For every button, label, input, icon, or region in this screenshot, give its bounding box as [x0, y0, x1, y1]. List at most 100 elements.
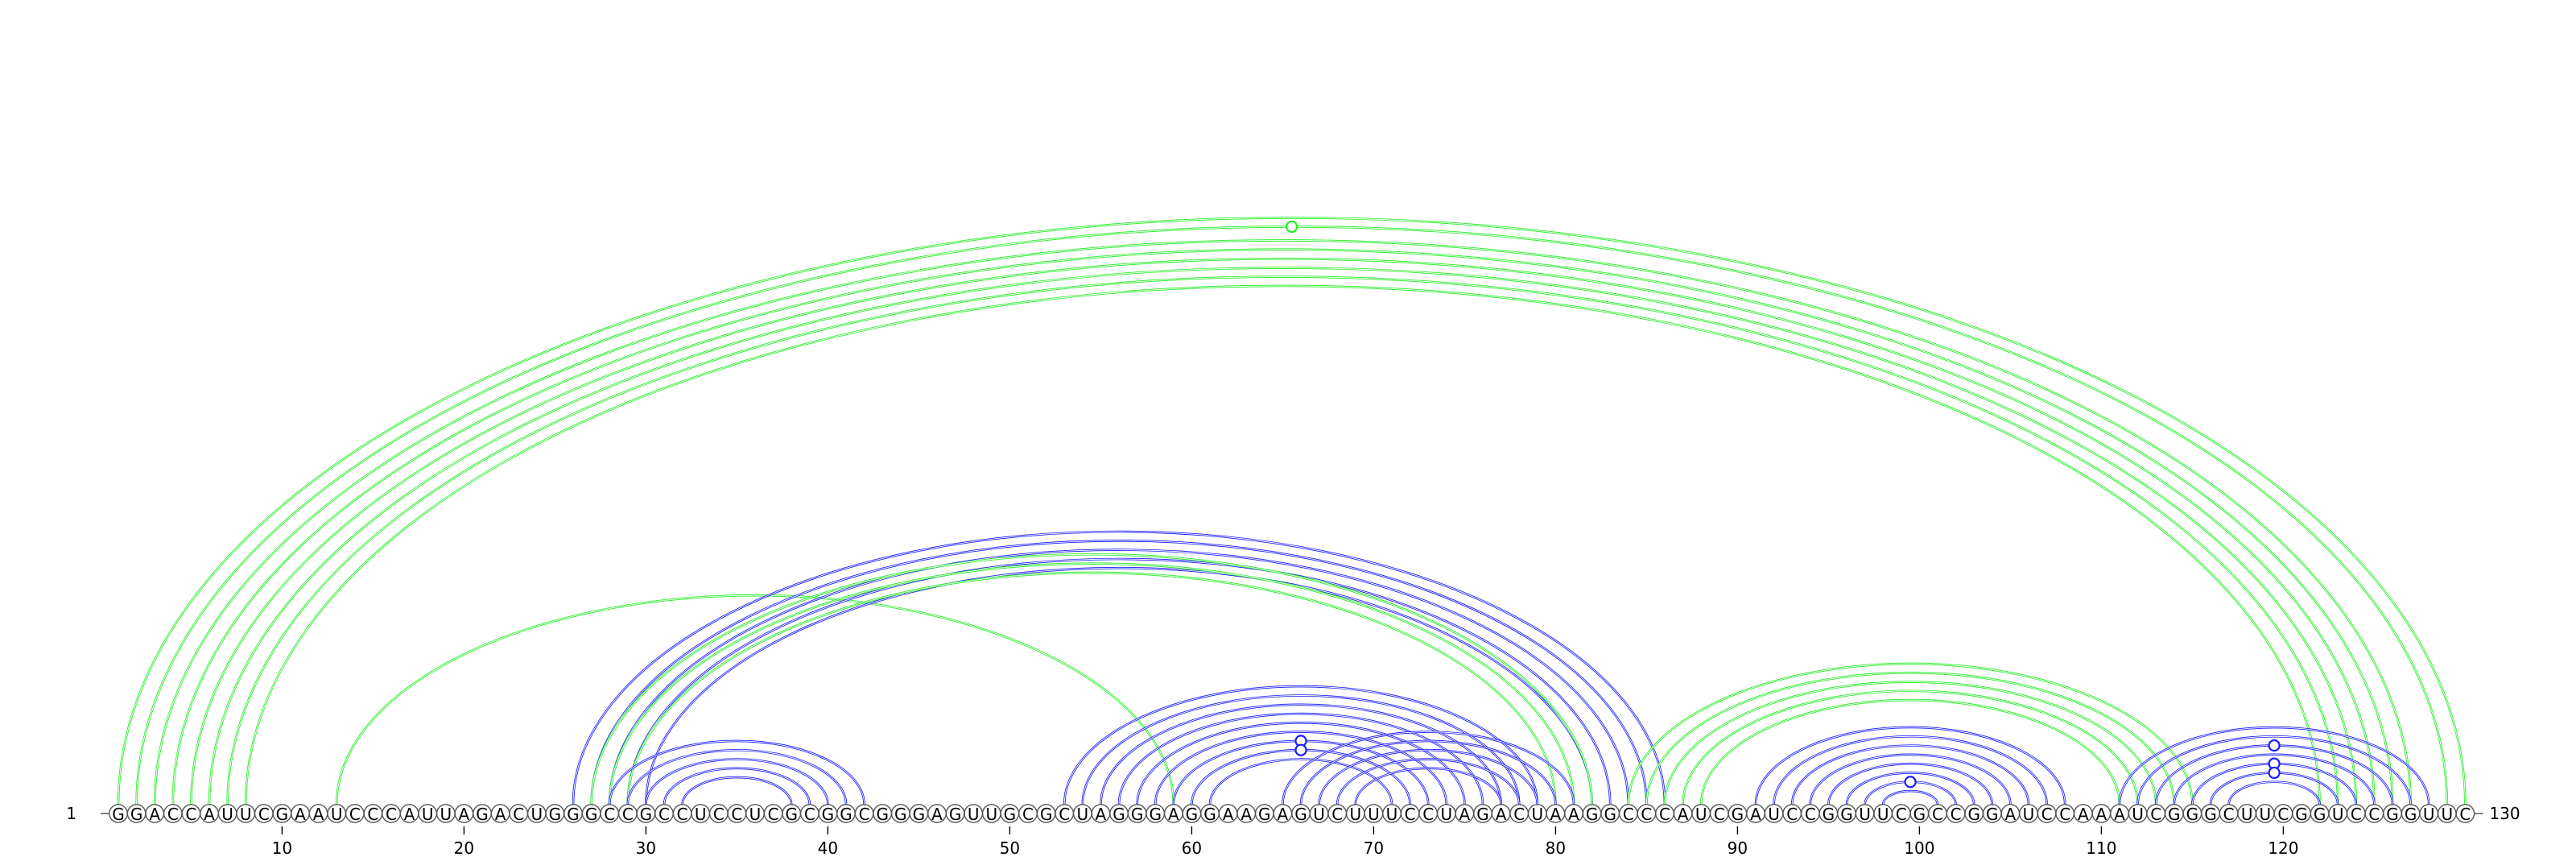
nucleotide-letter: G: [1258, 805, 1271, 824]
nucleotide-letter: U: [1531, 805, 1543, 824]
nucleotide-letter: C: [1641, 805, 1652, 824]
nucleotide-126: G: [2383, 804, 2402, 824]
nucleotide-letter: G: [476, 805, 489, 824]
nucleotide-letter: G: [112, 805, 125, 824]
nucleotide-7: U: [217, 804, 237, 824]
nucleotide-letter: C: [386, 805, 397, 824]
nucleotide-70: U: [1364, 804, 1384, 824]
nucleotide-letter: G: [1586, 805, 1599, 824]
nucleotide-15: C: [363, 804, 383, 824]
base-pair-arc-inner-117-122: [2228, 781, 2321, 805]
nucleotide-121: G: [2292, 804, 2311, 824]
nucleotide-12: A: [308, 804, 328, 824]
base-pair-arc-inner-13-59: [336, 594, 1174, 805]
nucleotide-letter: C: [513, 805, 524, 824]
nucleotide-39: C: [799, 804, 819, 824]
nucleotide-letter: G: [1131, 805, 1144, 824]
nucleotide-16: C: [382, 804, 401, 824]
nucleotide-33: U: [691, 804, 711, 824]
nucleotide-13: U: [327, 804, 347, 824]
base-pair-arc-inner-96-103: [1846, 772, 1975, 805]
nucleotide-87: A: [1673, 804, 1693, 824]
base-pair-arc-inner-55-77: [1100, 704, 1502, 805]
nucleotide-118: U: [2237, 804, 2257, 824]
nucleotide-letter: G: [1113, 805, 1125, 824]
nucleotide-25: G: [545, 804, 565, 824]
nucleotide-letter: U: [2241, 805, 2253, 824]
nucleotide-130: C: [2455, 804, 2475, 824]
nucleotide-letter: C: [1786, 805, 1798, 824]
base-pair-arc-inner-30-40: [645, 759, 828, 805]
nucleotide-letter: G: [549, 805, 562, 824]
nucleotide-letter: G: [2168, 805, 2181, 824]
base-pair-arc-88-111: [1699, 698, 2121, 805]
nucleotide-117: C: [2219, 804, 2239, 824]
nucleotide-letter: U: [331, 805, 343, 824]
nucleotide-letter: C: [658, 805, 670, 824]
nucleotide-circle: [2455, 804, 2475, 823]
nucleotide-letter: U: [1313, 805, 1325, 824]
nucleotide-20: A: [454, 804, 474, 824]
nucleotide-113: C: [2146, 804, 2166, 824]
base-pair-arc-inner-28-81: [609, 563, 1575, 805]
base-pair-arc-inner-92-107: [1773, 735, 2048, 805]
tick-label-100: 100: [1904, 838, 1934, 857]
nucleotide-18: U: [418, 804, 438, 824]
nucleotide-letter: U: [749, 805, 762, 824]
nucleotide-letter: A: [149, 805, 160, 824]
base-pair-arc-inner-4-126: [172, 249, 2393, 805]
base-pair-arc-inner-54-78: [1082, 694, 1520, 805]
tick-label-30: 30: [636, 838, 656, 857]
nucleotide-45: G: [909, 804, 929, 824]
nucleotide-49: U: [981, 804, 1001, 824]
nucleotide-82: G: [1582, 804, 1602, 824]
base-pair-arc-inner-67-79: [1319, 749, 1538, 805]
nucleotide-letter: C: [167, 805, 179, 824]
nucleotide-letter: G: [1476, 805, 1489, 824]
nucleotide-letter: U: [985, 805, 997, 824]
nucleotide-1: G: [109, 804, 128, 824]
nucleotide-10: G: [272, 804, 292, 824]
nucleotide-letter: G: [1986, 805, 1999, 824]
nucleotide-62: A: [1218, 804, 1238, 824]
nucleotide-63: A: [1236, 804, 1257, 824]
base-pair-arc-inner-86-113: [1664, 681, 2157, 805]
nucleotide-letter: A: [2114, 805, 2125, 824]
base-pair-arc-4-126: [171, 248, 2394, 805]
nucleotide-61: G: [1200, 804, 1220, 824]
base-pair-arc-27-85: [590, 540, 1648, 805]
nucleotide-91: A: [1746, 804, 1765, 824]
nucleotide-59: A: [1163, 804, 1183, 824]
nucleotide-53: C: [1055, 804, 1075, 824]
nucleotide-93: C: [1782, 804, 1802, 824]
base-pair-arc-32-38: [681, 776, 793, 805]
nucleotide-letter: C: [859, 805, 870, 824]
nucleotide-letter: U: [2441, 805, 2453, 824]
nucleotide-letter: G: [2186, 805, 2199, 824]
base-pair-arc-inner-88-111: [1700, 699, 2120, 805]
nucleotide-55: A: [1091, 804, 1111, 824]
nucleotide-67: U: [1309, 804, 1329, 824]
tick-label-60: 60: [1182, 838, 1202, 857]
base-pair-arc-inner-65-81: [1282, 731, 1575, 805]
nucleotide-letter: G: [1732, 805, 1744, 824]
nucleotide-letter: G: [1604, 805, 1616, 824]
nucleotide-letter: U: [2259, 805, 2271, 824]
tick-label-90: 90: [1728, 838, 1748, 857]
nucleotide-letter: G: [1294, 805, 1307, 824]
base-pair-arc-inner-84-115: [1628, 663, 2193, 805]
base-pair-arc-91-108: [1754, 726, 2066, 805]
nucleotide-letter: A: [1223, 805, 1234, 824]
base-pair-arc-inner-66-80: [1300, 740, 1556, 805]
base-pair-arc-inner-98-101: [1882, 790, 1938, 805]
nucleotide-letter: U: [1440, 805, 1452, 824]
pair-marker-116-123: [2268, 766, 2281, 780]
tick-label-70: 70: [1364, 838, 1384, 857]
nucleotide-116: G: [2201, 804, 2220, 824]
base-pair-arc-8-122: [244, 284, 2321, 805]
nucleotide-80: A: [1546, 804, 1566, 824]
nucleotide-letter: C: [258, 805, 270, 824]
base-pair-arc-inner-32-38: [682, 776, 792, 805]
nucleotide-letter: C: [1951, 805, 1962, 824]
nucleotide-letter: G: [567, 805, 580, 824]
